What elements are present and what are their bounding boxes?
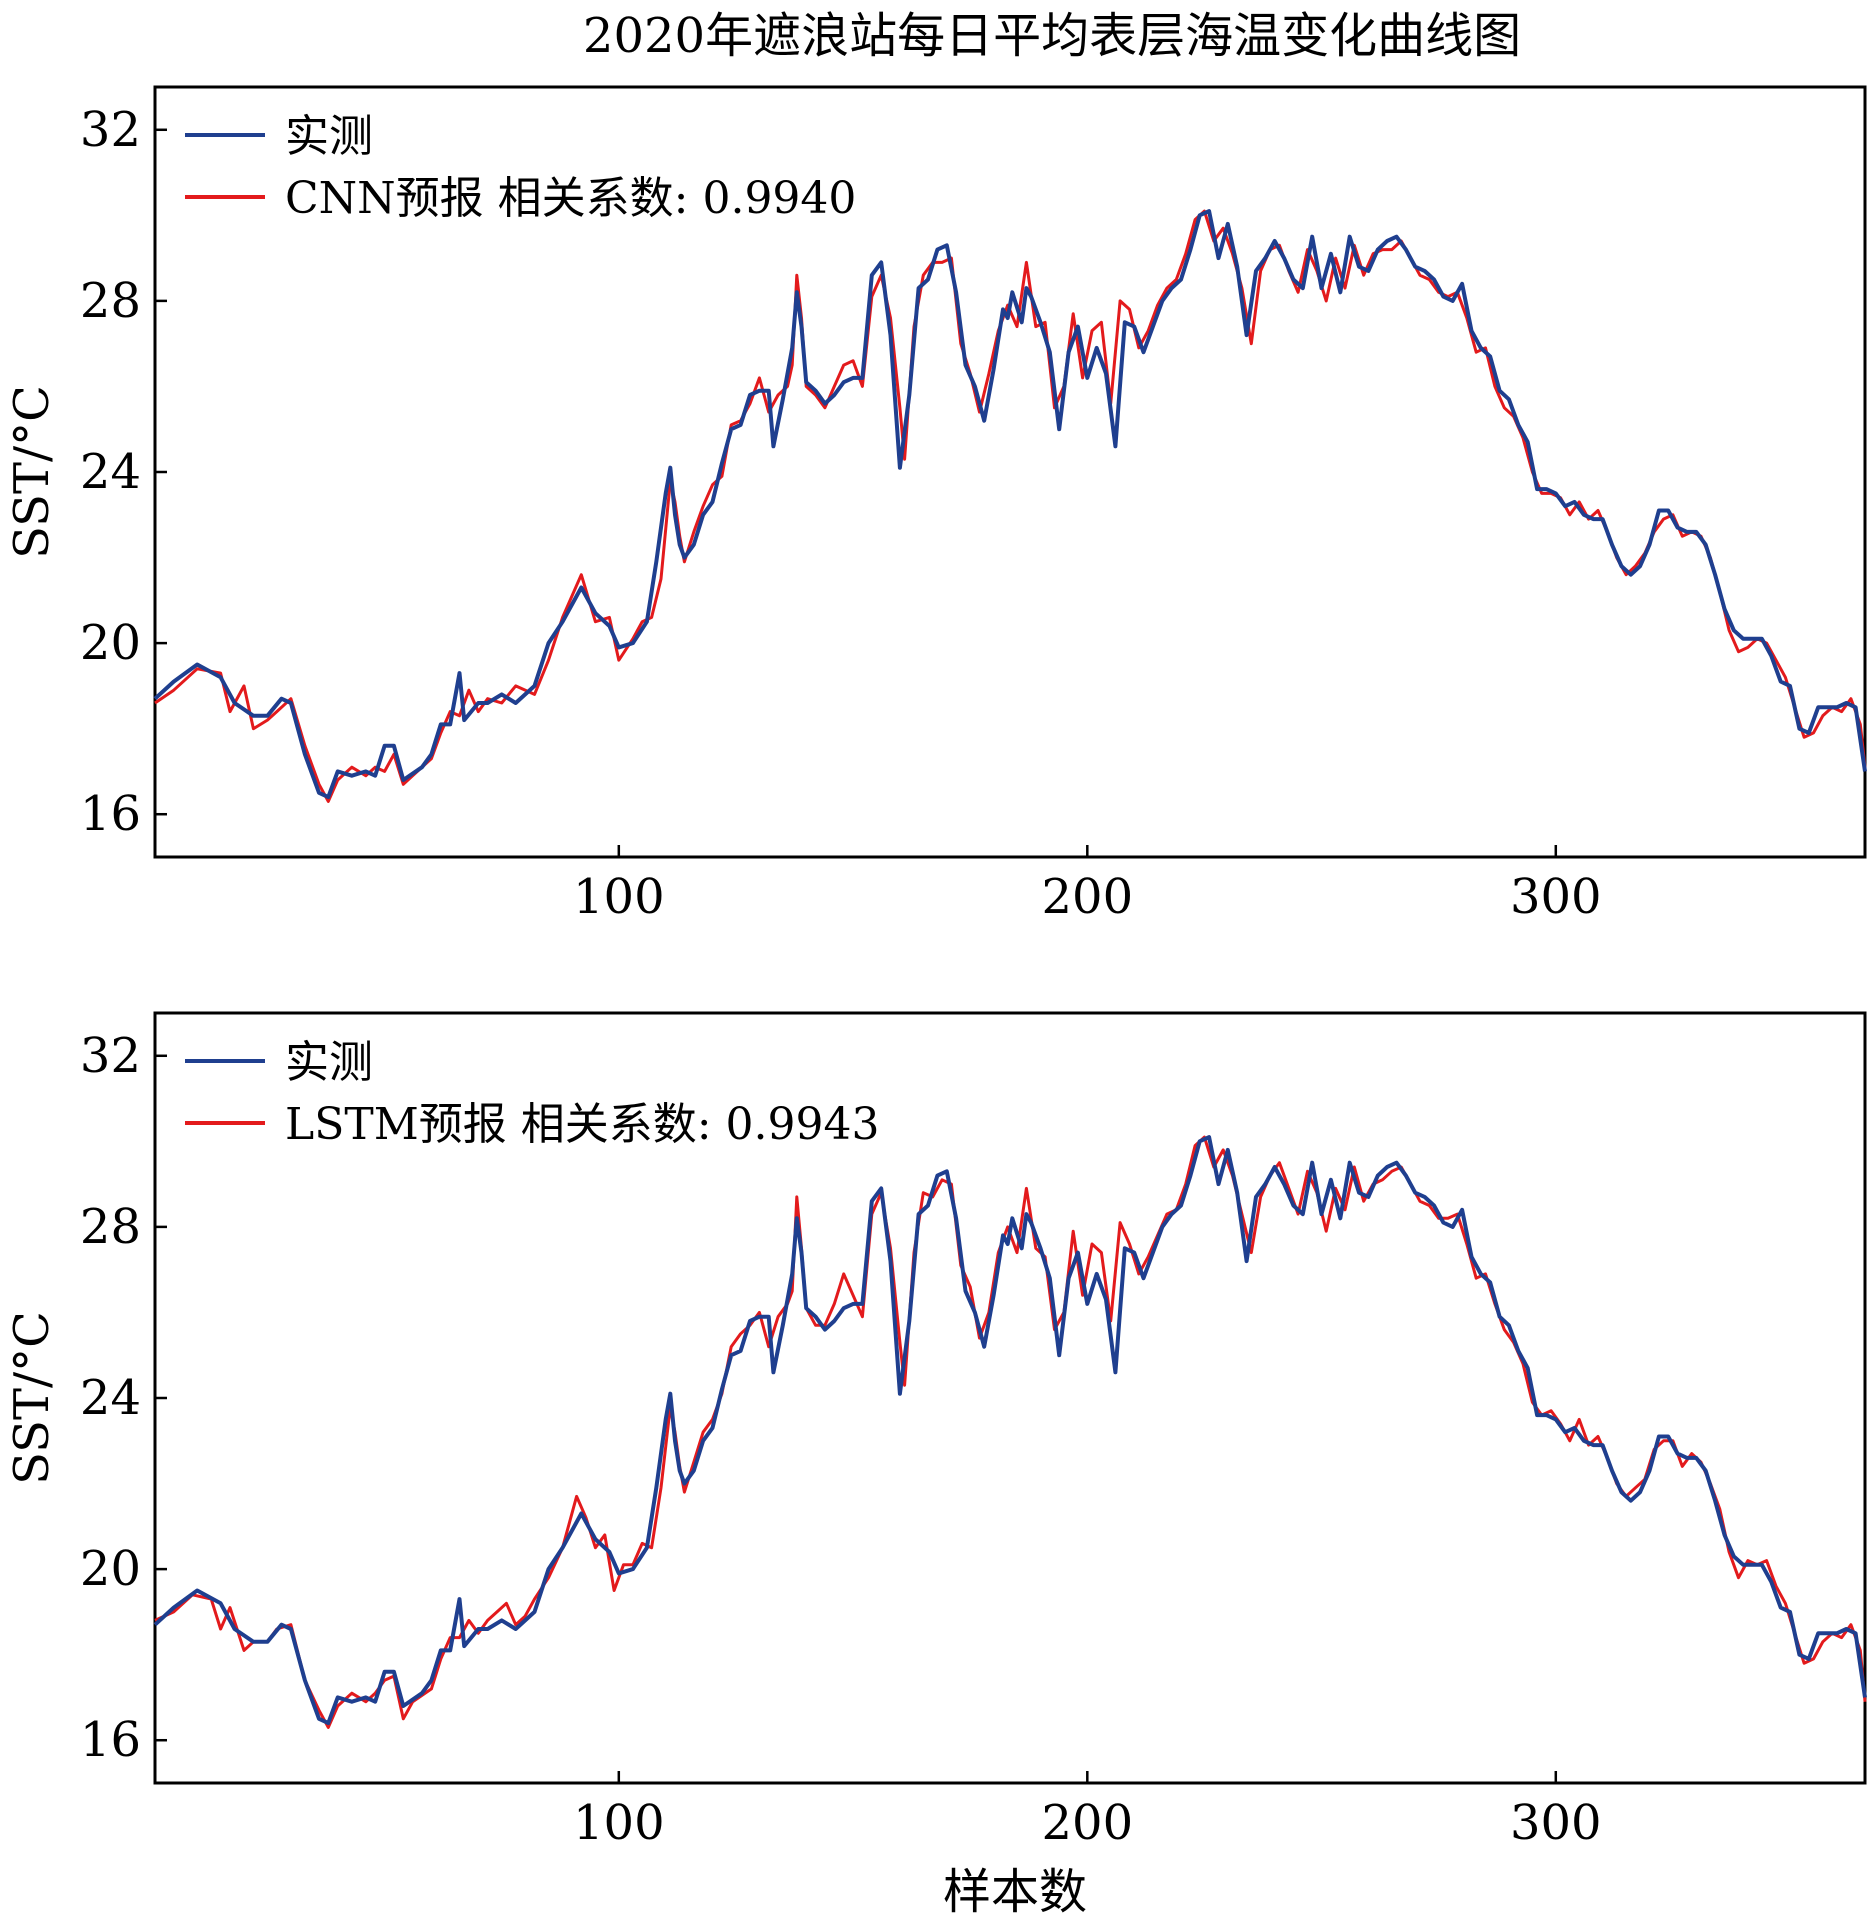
cnn-panel: 16 20 24 28 32 100 200 300 SST/°C 实测 CNN预报 相关系数: 0… bbox=[4, 85, 1867, 925]
x-axis-label: 样本数 bbox=[943, 1864, 1087, 1920]
y-axis-label: SST/°C bbox=[4, 1311, 60, 1485]
y-tick-label: 20 bbox=[80, 1541, 141, 1597]
x-tick-label: 100 bbox=[573, 869, 665, 925]
x-tick-label: 300 bbox=[1510, 1795, 1602, 1851]
y-tick-label: 16 bbox=[80, 786, 141, 842]
legend-label: 实测 bbox=[285, 111, 373, 162]
y-tick-label: 16 bbox=[80, 1712, 141, 1768]
y-tick-label: 24 bbox=[80, 444, 141, 500]
y-tick-label: 28 bbox=[80, 1199, 141, 1255]
series-line-forecast bbox=[154, 209, 1867, 803]
legend-label: CNN预报 相关系数: 0.9940 bbox=[285, 173, 856, 224]
y-tick-label: 20 bbox=[80, 615, 141, 671]
x-tick-label: 100 bbox=[573, 1795, 665, 1851]
lstm-panel: 16 20 24 28 32 100 200 300 SST/°C 实测 LSTM预报 相关系数: … bbox=[4, 1011, 1867, 1851]
chart-title: 2020年遮浪站每日平均表层海温变化曲线图 bbox=[583, 8, 1521, 64]
x-tick-label: 200 bbox=[1041, 1795, 1133, 1851]
x-tick-label: 200 bbox=[1041, 869, 1133, 925]
y-axis-label: SST/°C bbox=[4, 385, 60, 559]
y-tick-label: 28 bbox=[80, 273, 141, 329]
y-tick-label: 32 bbox=[80, 102, 141, 158]
series-line-observed bbox=[153, 209, 1867, 800]
legend-label: LSTM预报 相关系数: 0.9943 bbox=[285, 1099, 880, 1150]
x-tick-label: 300 bbox=[1510, 869, 1602, 925]
y-tick-label: 24 bbox=[80, 1370, 141, 1426]
y-tick-label: 32 bbox=[80, 1028, 141, 1084]
series-line-observed bbox=[153, 1135, 1867, 1726]
legend-label: 实测 bbox=[285, 1037, 373, 1088]
